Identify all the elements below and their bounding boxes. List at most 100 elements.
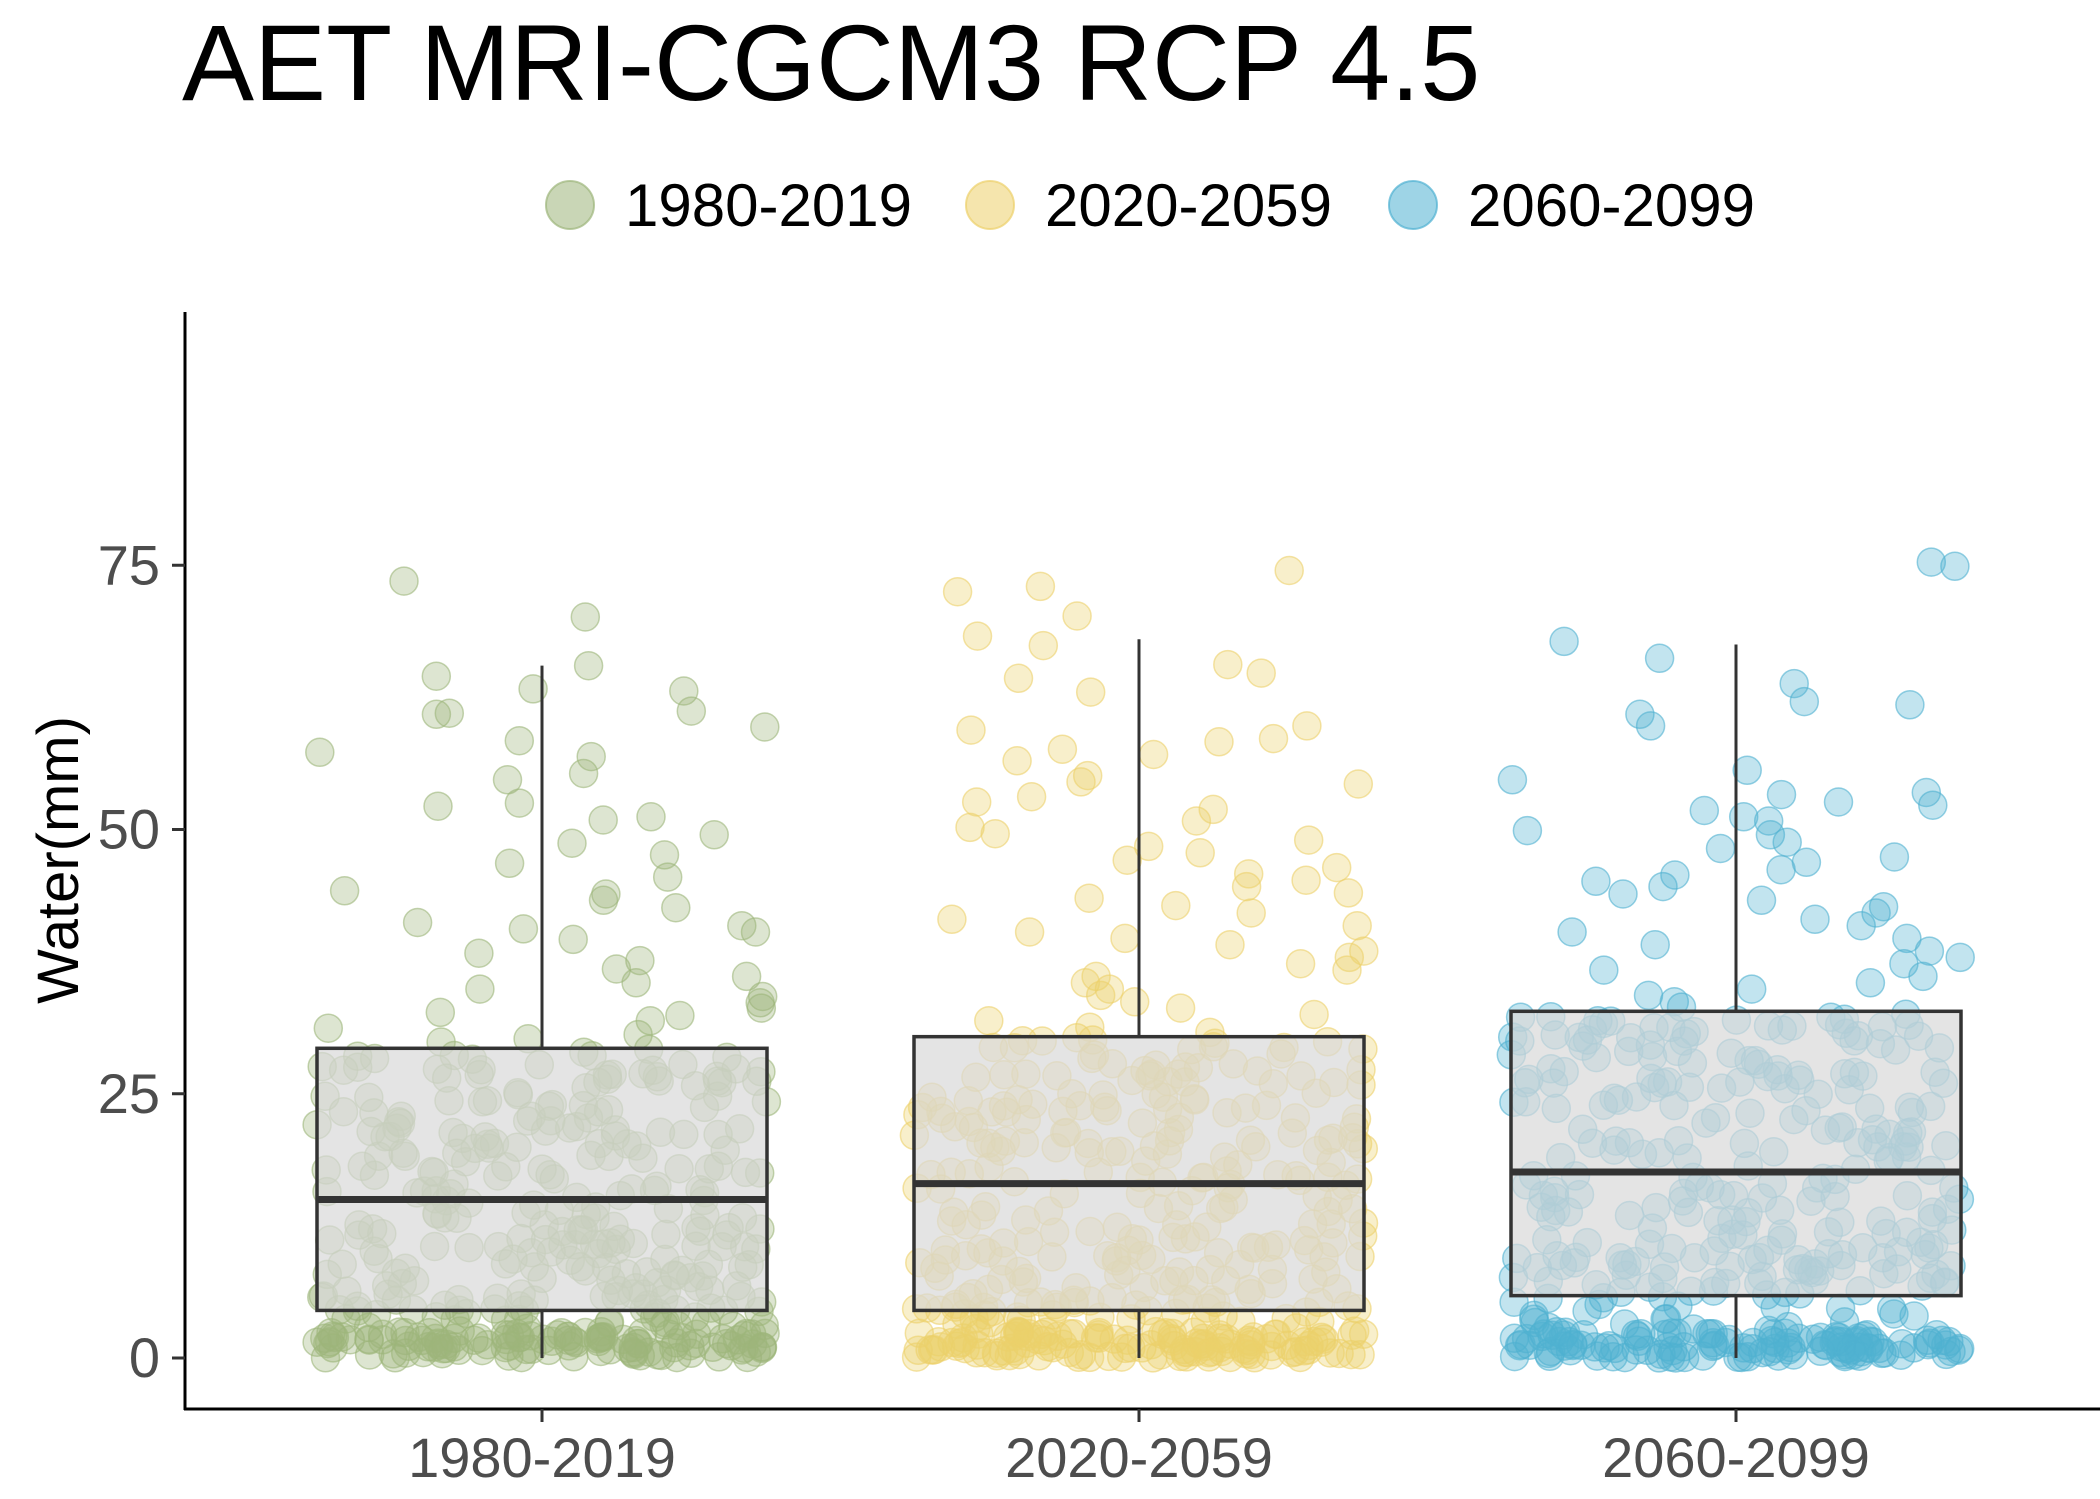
data-point <box>1549 626 1579 657</box>
data-point <box>1755 820 1786 850</box>
data-point <box>1625 699 1655 730</box>
data-point <box>1695 1319 1726 1349</box>
y-tick-label: 75 <box>98 533 160 596</box>
data-point <box>1075 677 1106 707</box>
data-point <box>439 1323 469 1354</box>
data-point <box>1728 802 1759 832</box>
data-point <box>464 938 494 968</box>
legend-key <box>965 180 1015 230</box>
data-point <box>1879 1299 1909 1329</box>
legend-key <box>545 180 595 230</box>
data-point <box>740 917 771 947</box>
data-point <box>999 1321 1030 1351</box>
box-iqr <box>912 1034 1366 1313</box>
legend-item-2020-2059: 2020-2059 <box>965 172 1332 239</box>
data-point <box>731 961 762 992</box>
data-point <box>1779 668 1809 699</box>
y-tick-label: 50 <box>98 798 160 861</box>
data-point <box>367 1325 398 1355</box>
data-point <box>1293 825 1324 855</box>
data-point <box>1921 1319 1952 1350</box>
data-point <box>1333 878 1364 908</box>
data-point <box>1194 1342 1224 1372</box>
data-point <box>623 1019 653 1050</box>
data-point <box>1940 551 1970 582</box>
data-point <box>1196 1337 1227 1367</box>
data-point <box>1829 1307 1860 1337</box>
box-2020-2059 <box>912 639 1366 1358</box>
data-point <box>1861 898 1891 928</box>
data-point <box>1231 871 1262 902</box>
data-point <box>676 696 707 726</box>
data-point <box>1914 936 1945 966</box>
box-1980-2019 <box>315 665 769 1358</box>
data-point <box>1349 936 1379 966</box>
data-point <box>937 904 967 935</box>
data-point <box>621 968 651 998</box>
data-point <box>1342 910 1372 941</box>
data-point <box>919 1334 949 1365</box>
data-point <box>1846 910 1876 941</box>
data-point <box>636 802 666 832</box>
data-point <box>1204 727 1234 757</box>
data-point <box>625 945 655 976</box>
data-point <box>1334 942 1365 973</box>
data-point <box>1055 1319 1085 1349</box>
data-point <box>1823 787 1854 817</box>
data-point <box>661 892 691 923</box>
data-point <box>1119 987 1150 1017</box>
data-point <box>504 725 535 756</box>
data-point <box>1633 980 1664 1011</box>
data-point <box>504 788 535 818</box>
data-point <box>1609 1309 1640 1339</box>
data-point <box>1651 1304 1682 1334</box>
data-point <box>1870 1338 1900 1368</box>
data-point <box>1291 865 1321 895</box>
data-point <box>389 566 419 596</box>
data-point <box>980 818 1010 849</box>
data-point <box>1558 1330 1588 1361</box>
data-point <box>1047 734 1078 764</box>
legend-label: 1980-2019 <box>625 172 912 239</box>
data-point <box>588 805 618 835</box>
data-point <box>1879 842 1910 872</box>
data-point <box>955 812 985 843</box>
data-point <box>1746 885 1777 916</box>
data-point <box>1519 1304 1549 1334</box>
box-iqr <box>1509 1009 1963 1298</box>
y-tick-label: 0 <box>129 1326 160 1389</box>
y-axis-title: Water(mm) <box>26 716 91 1004</box>
data-point <box>558 924 588 955</box>
box-2060-2099 <box>1509 644 1963 1358</box>
data-point <box>1908 961 1938 992</box>
data-point <box>665 1000 695 1031</box>
data-point <box>1337 1320 1367 1350</box>
legend-key <box>1388 180 1438 230</box>
data-point <box>518 674 548 704</box>
data-point <box>669 676 699 706</box>
data-point <box>1181 806 1212 836</box>
data-point <box>1855 968 1886 998</box>
data-point <box>1736 974 1767 1004</box>
data-point <box>1646 1339 1676 1370</box>
boxes-layer <box>315 639 1963 1358</box>
data-point <box>961 787 992 817</box>
data-point <box>1644 643 1675 674</box>
data-point <box>1004 1339 1035 1370</box>
data-point <box>1074 1342 1105 1373</box>
data-point <box>425 997 456 1028</box>
data-point <box>956 715 986 745</box>
x-tick-label: 2060-2099 <box>1602 1426 1870 1489</box>
data-point <box>588 885 619 916</box>
data-point <box>314 1327 345 1357</box>
data-point <box>1678 1314 1709 1344</box>
data-point <box>1660 1343 1691 1373</box>
data-point <box>1723 1342 1753 1372</box>
data-point <box>463 1323 494 1353</box>
x-tick-label: 2020-2059 <box>1005 1426 1273 1489</box>
data-point <box>1066 767 1096 797</box>
data-point <box>944 1328 974 1359</box>
data-point <box>1800 904 1830 935</box>
data-point <box>1838 1340 1869 1370</box>
